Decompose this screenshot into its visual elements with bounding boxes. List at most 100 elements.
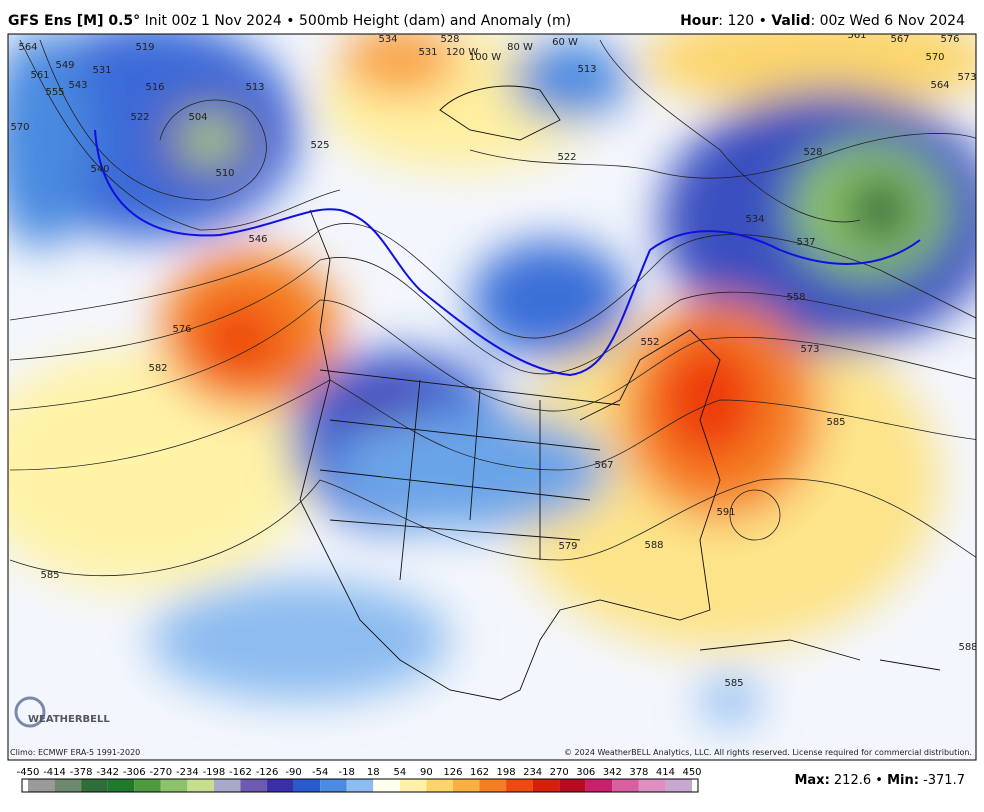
- contour-label: 588: [644, 540, 663, 551]
- contour-label: 531: [418, 47, 437, 58]
- contour-label: 543: [68, 80, 87, 91]
- contour-label: 531: [92, 65, 111, 76]
- min: -371.7: [923, 773, 965, 788]
- product: 500mb Height (dam) and Anomaly (m): [299, 13, 571, 29]
- contour-label: 591: [716, 507, 735, 518]
- colorbar-bin: [399, 779, 427, 792]
- copyright: © 2024 WeatherBELL Analytics, LLC. All r…: [564, 748, 972, 757]
- contour-label: 558: [786, 292, 805, 303]
- logo-text: WEATHERBELL: [28, 714, 110, 725]
- contour-label: 528: [803, 147, 822, 158]
- colorbar-tick-label: 378: [629, 767, 648, 778]
- colorbar-bin: [160, 779, 188, 792]
- colorbar-bin: [426, 779, 453, 792]
- contour-label: 528: [440, 34, 459, 45]
- contour-label: 552: [640, 337, 659, 348]
- colorbar-tick-label: -270: [149, 767, 172, 778]
- colorbar-bin: [479, 779, 507, 792]
- colorbar-tick-label: 162: [470, 767, 489, 778]
- valid-value: : 00z Wed 6 Nov 2024: [810, 13, 965, 29]
- contour-label: 100 W: [469, 52, 501, 63]
- contour-label: 80 W: [507, 42, 533, 53]
- colorbar-tick-label: -378: [70, 767, 93, 778]
- colorbar-tick-label: -342: [96, 767, 119, 778]
- colorbar-tick-label: 306: [576, 767, 595, 778]
- contour-label: 513: [577, 64, 596, 75]
- colorbar-bin: [134, 779, 161, 792]
- colorbar-bin: [320, 779, 347, 792]
- colorbar-tick-label: 234: [523, 767, 542, 778]
- logo: WEATHERBELL: [14, 696, 110, 728]
- contour-labels: 564 561 555 549 543 531 519 516 522 570 540 504 513 5…: [10, 30, 977, 689]
- contour-label: 573: [800, 344, 819, 355]
- colorbar-bin: [240, 779, 268, 792]
- contour-label: 585: [724, 678, 743, 689]
- contour-label: 576: [172, 324, 191, 335]
- contour-label: 540: [90, 164, 109, 175]
- colorbar-tick-label: -126: [256, 767, 279, 778]
- colorbar-bin: [267, 779, 294, 792]
- contour-label: 519: [135, 42, 154, 53]
- colorbar-bin: [506, 779, 533, 792]
- contour-label: 534: [745, 214, 764, 225]
- model: GFS Ens [M] 0.5°: [8, 13, 140, 29]
- colorbar-tick-label: 342: [603, 767, 622, 778]
- contour-label: 576: [940, 34, 959, 45]
- 540-line: [94, 129, 921, 377]
- colorbar-tick-label: -414: [43, 767, 66, 778]
- colorbar-bin: [54, 779, 82, 792]
- colorbar-tick-label: 126: [443, 767, 462, 778]
- colorbar-bin: [107, 779, 135, 792]
- colorbar-bin: [612, 779, 639, 792]
- colorbar-frame: [21, 778, 699, 793]
- climo: Climo: ECMWF ERA-5 1991-2020: [10, 748, 140, 757]
- colorbar-bin: [187, 779, 214, 792]
- stat-sep: •: [875, 773, 883, 788]
- contour-label: 522: [557, 152, 576, 163]
- boundaries: [299, 85, 941, 701]
- colorbar-bin: [452, 779, 480, 792]
- hour-label: Hour: [680, 13, 718, 29]
- contour-label: 510: [215, 168, 234, 179]
- colorbar-bin: [28, 779, 55, 792]
- colorbar-tick-label: -90: [285, 767, 301, 778]
- contour-label: 588: [958, 642, 977, 653]
- colorbar-tick-label: 54: [393, 767, 406, 778]
- colorbar-bin: [213, 779, 241, 792]
- colorbar-tick-label: -18: [339, 767, 355, 778]
- contour-label: 534: [378, 34, 397, 45]
- contour-label: 564: [930, 80, 949, 91]
- contour-label: 120 W: [446, 47, 478, 58]
- contour-label: 516: [145, 82, 164, 93]
- init: Init 00z 1 Nov 2024: [145, 13, 282, 29]
- colorbar-tick-label: -198: [203, 767, 226, 778]
- contour-label: 585: [826, 417, 845, 428]
- colorbar-bin: [81, 779, 108, 792]
- map-frame: [7, 33, 977, 761]
- contour-label: 573: [957, 72, 976, 83]
- colorbar-tick-label: 90: [420, 767, 433, 778]
- contour-label: 582: [148, 363, 167, 374]
- contour-label: 585: [40, 570, 59, 581]
- contour-label: 561: [30, 70, 49, 81]
- colorbar-tick-label: -162: [229, 767, 252, 778]
- colorbar-bin: [293, 779, 321, 792]
- contour-label: 564: [18, 42, 37, 53]
- colorbar-bin: [559, 779, 586, 792]
- sep: •: [286, 13, 294, 29]
- contour-label: 555: [45, 87, 64, 98]
- contour-label: 561: [847, 30, 866, 41]
- colorbar-bin: [532, 779, 560, 792]
- stats: Max: 212.6 • Min: -371.7: [794, 773, 965, 788]
- colorbar-bin: [585, 779, 613, 792]
- colorbar-tick-label: -306: [123, 767, 146, 778]
- title: GFS Ens [M] 0.5° Init 00z 1 Nov 2024 • 5…: [8, 13, 571, 29]
- hour-value: : 120: [718, 13, 754, 29]
- colorbar-tick-label: -450: [17, 767, 40, 778]
- colorbar: -450 -414 -378 -342 -306 -270 -234 -198 -162 -126…: [17, 767, 702, 793]
- contour-label: 525: [310, 140, 329, 151]
- colorbar-bin: [346, 779, 374, 792]
- colorbar-tick-label: 450: [682, 767, 701, 778]
